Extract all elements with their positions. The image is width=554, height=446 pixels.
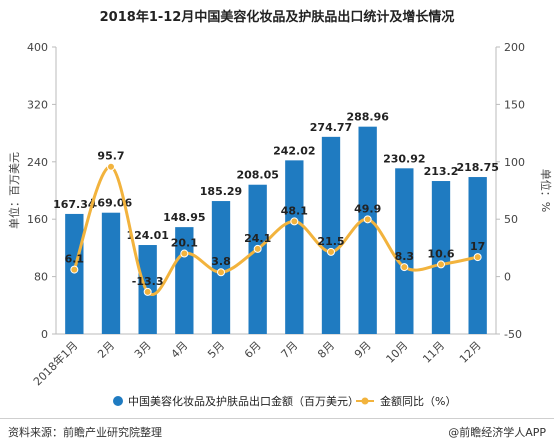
y2-tick-label: 150 bbox=[504, 98, 525, 111]
line-point bbox=[473, 253, 482, 262]
footer-source: 资料来源：前瞻产业研究院整理 bbox=[8, 426, 162, 439]
bar-value-label: 242.02 bbox=[273, 144, 315, 157]
line-value-label: 10.6 bbox=[427, 247, 454, 260]
line-point bbox=[363, 215, 372, 224]
y-tick-label: 160 bbox=[27, 213, 48, 226]
line-point bbox=[253, 244, 262, 253]
x-tick-label: 3月 bbox=[132, 339, 154, 361]
y2-tick-label: 0 bbox=[504, 271, 511, 284]
line-value-label: 20.1 bbox=[171, 237, 198, 250]
bar-value-label: 288.96 bbox=[346, 111, 389, 124]
x-tick-label: 4月 bbox=[169, 339, 191, 361]
y-tick-label: 80 bbox=[34, 271, 48, 284]
line-point bbox=[143, 287, 152, 296]
x-tick-label: 2月 bbox=[95, 339, 117, 361]
bar-value-label: 148.95 bbox=[163, 211, 205, 224]
bar-value-label: 167.34 bbox=[53, 198, 96, 211]
line-value-label: 6.1 bbox=[65, 253, 85, 266]
line-value-label: 17 bbox=[470, 240, 485, 253]
line-point bbox=[70, 265, 79, 274]
y2-tick-label: -50 bbox=[504, 328, 522, 341]
bar bbox=[211, 201, 231, 334]
chart-title: 2018年1-12月中国美容化妆品及护肤品出口统计及增长情况 bbox=[99, 10, 455, 25]
footer-brand: @前瞻经济学人APP bbox=[448, 426, 546, 439]
legend-bar-label: 中国美容化妆品及护肤品出口金额（百万美元） bbox=[128, 394, 359, 408]
x-tick-label: 7月 bbox=[279, 339, 301, 361]
bar-value-label: 124.01 bbox=[126, 229, 168, 242]
x-tick-label: 2018年1月 bbox=[30, 338, 80, 388]
line-value-label: 8.3 bbox=[395, 250, 415, 263]
y2-tick-label: 50 bbox=[504, 213, 518, 226]
x-tick-label: 11月 bbox=[420, 339, 447, 366]
line-point bbox=[180, 249, 189, 258]
line-value-label: 3.8 bbox=[211, 255, 231, 268]
line-point bbox=[217, 268, 225, 277]
line-point bbox=[400, 263, 409, 272]
bar-value-label: 208.05 bbox=[236, 169, 278, 182]
bar bbox=[358, 126, 377, 334]
y2-tick-label: 200 bbox=[504, 41, 525, 54]
line-point bbox=[290, 217, 299, 226]
bar-value-label: 213.2 bbox=[424, 165, 459, 178]
line-value-label: -13.3 bbox=[132, 275, 164, 288]
line-value-label: 21.5 bbox=[317, 235, 344, 248]
bar bbox=[101, 212, 121, 334]
line-value-label: 48.1 bbox=[281, 204, 308, 217]
x-tick-label: 6月 bbox=[242, 339, 264, 361]
x-tick-label: 9月 bbox=[352, 339, 374, 361]
bar-value-label: 185.29 bbox=[200, 185, 242, 198]
line-point bbox=[437, 260, 445, 269]
y-tick-label: 240 bbox=[27, 156, 48, 169]
bar-value-label: 274.77 bbox=[310, 121, 352, 134]
bar bbox=[285, 160, 304, 334]
x-tick-label: 12月 bbox=[457, 339, 484, 366]
x-tick-label: 10月 bbox=[384, 339, 411, 366]
footer-divider bbox=[0, 418, 554, 419]
line-value-label: 49.9 bbox=[354, 202, 381, 215]
legend-bar-marker bbox=[113, 396, 123, 406]
x-tick-label: 8月 bbox=[315, 339, 337, 361]
bar bbox=[431, 181, 451, 334]
line-point bbox=[107, 162, 115, 171]
bar-value-label: 169.06 bbox=[90, 197, 133, 210]
line-value-label: 24.1 bbox=[244, 232, 271, 245]
bar-value-label: 218.75 bbox=[456, 161, 498, 174]
x-tick-label: 5月 bbox=[205, 339, 227, 361]
legend-line-label: 金额同比（%） bbox=[380, 394, 456, 408]
legend-line-marker bbox=[361, 397, 369, 405]
line-value-label: 95.7 bbox=[97, 150, 124, 163]
bar bbox=[65, 213, 84, 334]
y-tick-label: 400 bbox=[27, 41, 48, 54]
y-tick-label: 320 bbox=[27, 98, 48, 111]
bar bbox=[321, 136, 341, 334]
y-tick-label: 0 bbox=[41, 328, 48, 341]
bar bbox=[248, 184, 267, 334]
y2-axis-label: 单位：% bbox=[539, 169, 553, 212]
y-axis-label: 单位：百万美元 bbox=[7, 152, 21, 229]
bar-value-label: 230.92 bbox=[383, 152, 425, 165]
y2-tick-label: 100 bbox=[504, 156, 525, 169]
line-point bbox=[327, 247, 335, 256]
bar bbox=[395, 168, 414, 334]
